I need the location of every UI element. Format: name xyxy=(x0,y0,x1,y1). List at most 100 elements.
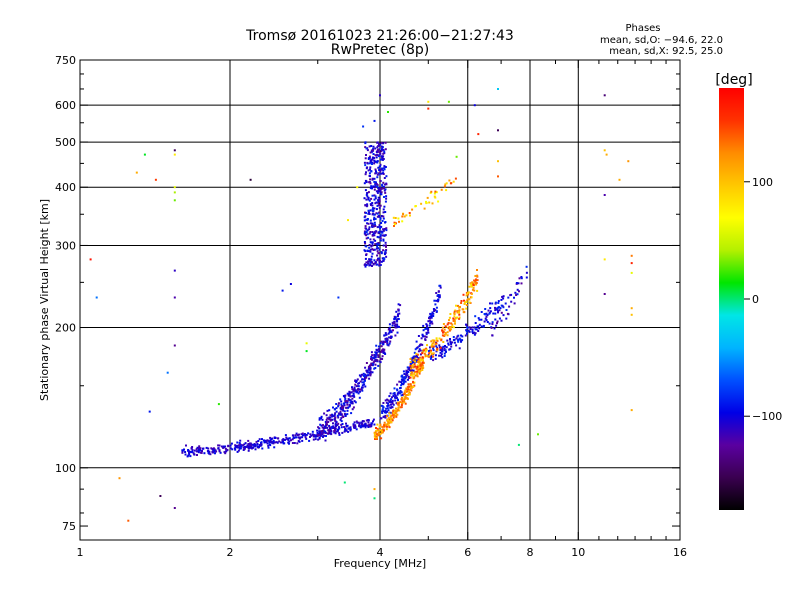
data-point xyxy=(425,336,428,339)
data-point xyxy=(367,158,370,160)
data-point xyxy=(382,340,385,343)
data-point xyxy=(445,350,447,353)
data-point xyxy=(353,424,356,427)
data-point xyxy=(407,368,410,371)
data-point xyxy=(219,451,222,454)
data-points xyxy=(89,88,633,522)
data-point xyxy=(383,165,386,168)
data-point xyxy=(412,356,415,359)
data-point xyxy=(316,429,319,432)
data-point xyxy=(184,451,187,453)
data-point xyxy=(254,443,257,446)
data-point xyxy=(359,390,361,393)
data-point xyxy=(389,337,392,339)
data-point xyxy=(415,367,418,370)
data-point xyxy=(465,330,468,333)
data-point xyxy=(373,198,376,201)
data-point xyxy=(362,374,365,377)
data-point xyxy=(364,242,367,245)
data-point xyxy=(380,260,383,263)
data-point xyxy=(305,350,308,353)
data-point xyxy=(392,392,395,395)
data-point xyxy=(341,407,344,410)
data-point xyxy=(364,426,367,429)
data-point xyxy=(350,400,353,403)
data-point xyxy=(371,210,374,212)
data-point xyxy=(384,244,387,247)
data-point xyxy=(438,354,441,357)
data-point xyxy=(518,277,521,280)
data-point xyxy=(89,258,92,261)
data-point xyxy=(393,317,396,320)
data-point xyxy=(513,296,515,299)
data-point xyxy=(328,424,331,427)
data-point xyxy=(339,412,342,415)
data-point xyxy=(397,407,400,410)
data-point xyxy=(397,217,400,220)
data-point xyxy=(373,213,376,216)
data-point xyxy=(427,100,430,103)
data-point xyxy=(350,402,353,405)
data-point xyxy=(404,373,407,376)
data-point xyxy=(370,258,373,261)
data-point xyxy=(364,173,367,176)
data-point xyxy=(375,353,378,356)
data-point xyxy=(414,374,417,377)
data-point xyxy=(537,433,539,436)
data-point xyxy=(383,334,386,337)
data-point xyxy=(458,347,461,350)
data-point xyxy=(391,417,394,420)
data-point xyxy=(358,424,361,427)
data-point xyxy=(335,407,338,410)
data-point xyxy=(374,356,377,359)
data-point xyxy=(319,434,322,437)
data-point xyxy=(381,355,384,358)
data-point xyxy=(385,197,388,200)
data-point xyxy=(316,434,319,437)
data-point xyxy=(390,335,393,338)
data-point xyxy=(388,418,391,421)
data-point xyxy=(296,442,299,445)
data-point xyxy=(401,402,404,405)
data-point xyxy=(173,344,176,347)
data-point xyxy=(383,177,386,179)
data-point xyxy=(417,357,420,360)
data-point xyxy=(339,398,342,401)
data-point xyxy=(394,334,397,337)
data-point xyxy=(332,427,335,429)
data-point xyxy=(373,423,376,426)
data-point xyxy=(417,368,420,371)
data-point xyxy=(388,326,391,329)
data-point xyxy=(449,326,452,328)
data-point xyxy=(446,339,449,342)
data-point xyxy=(520,282,523,285)
data-point xyxy=(468,298,471,301)
data-point xyxy=(282,442,285,445)
data-point xyxy=(364,225,367,228)
data-point xyxy=(400,406,403,409)
data-point xyxy=(466,292,469,295)
data-point xyxy=(502,306,505,309)
data-point xyxy=(378,214,381,217)
data-point xyxy=(388,422,391,424)
data-point xyxy=(381,431,384,434)
data-point xyxy=(398,380,401,383)
data-point xyxy=(397,318,400,320)
data-point xyxy=(409,358,412,360)
data-point xyxy=(378,155,380,158)
data-point xyxy=(446,334,449,337)
data-point xyxy=(304,434,307,437)
data-point xyxy=(325,418,328,421)
data-point xyxy=(382,406,385,409)
data-point xyxy=(469,328,472,331)
data-point xyxy=(373,259,376,262)
data-point xyxy=(307,432,310,435)
data-point xyxy=(427,331,430,334)
data-point xyxy=(355,420,358,423)
data-point xyxy=(384,191,387,194)
data-point xyxy=(329,414,332,417)
data-point xyxy=(287,438,290,441)
data-point xyxy=(448,316,451,319)
data-point xyxy=(234,448,237,451)
data-point xyxy=(375,344,378,347)
